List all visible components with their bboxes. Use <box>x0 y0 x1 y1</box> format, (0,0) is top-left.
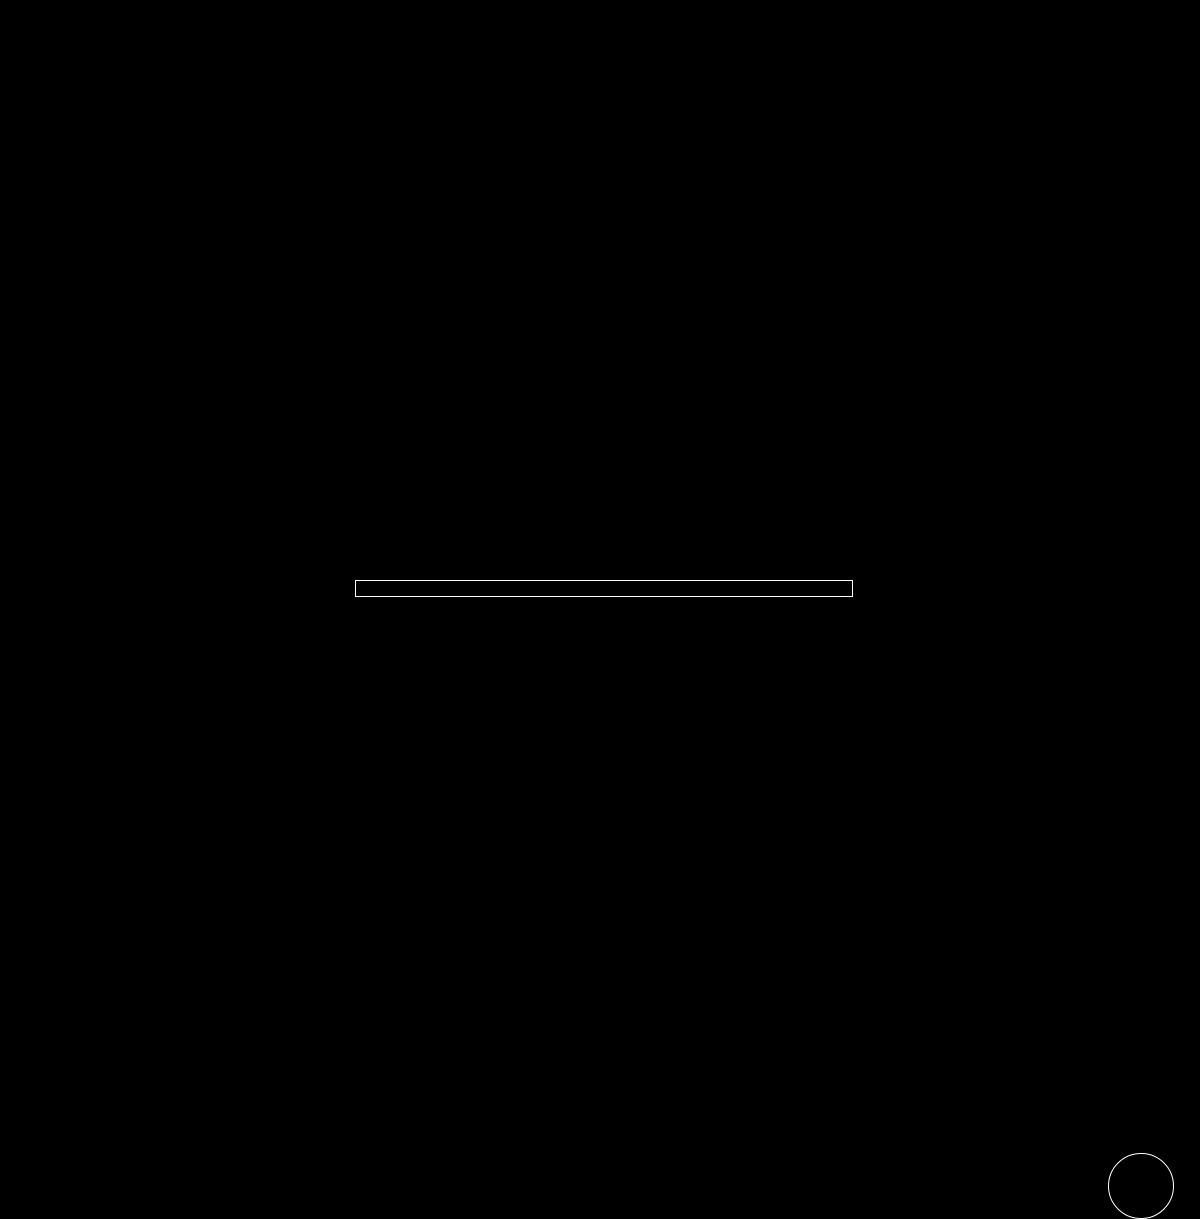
temperature-colorbar <box>355 580 853 597</box>
compass-circle <box>1108 1153 1174 1219</box>
disk-montage <box>0 0 1200 570</box>
compass-rose-icon <box>1108 1153 1174 1219</box>
colorbar-labels <box>235 603 875 635</box>
colorbar-block <box>355 580 855 635</box>
footer <box>0 570 1200 1219</box>
